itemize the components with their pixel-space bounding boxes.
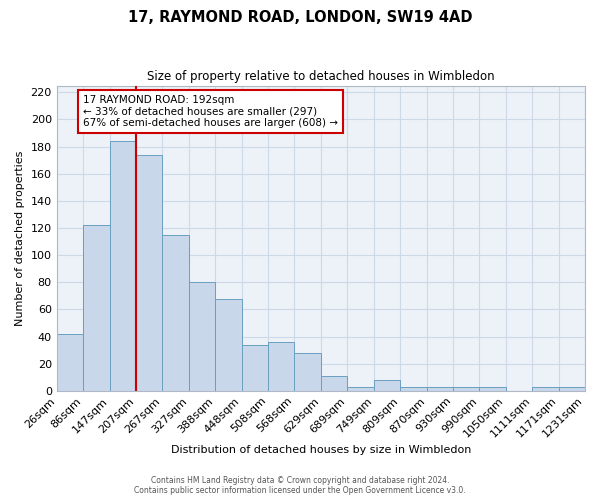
Bar — [295, 353, 321, 391]
Bar — [56, 334, 83, 391]
Bar — [559, 387, 585, 391]
Bar — [136, 155, 163, 391]
Bar — [374, 380, 400, 391]
Bar — [532, 387, 559, 391]
Bar — [242, 344, 268, 391]
Bar — [188, 282, 215, 391]
Bar — [400, 387, 427, 391]
Title: Size of property relative to detached houses in Wimbledon: Size of property relative to detached ho… — [147, 70, 494, 83]
Bar — [321, 376, 347, 391]
X-axis label: Distribution of detached houses by size in Wimbledon: Distribution of detached houses by size … — [170, 445, 471, 455]
Text: 17, RAYMOND ROAD, LONDON, SW19 4AD: 17, RAYMOND ROAD, LONDON, SW19 4AD — [128, 10, 472, 25]
Bar — [215, 298, 242, 391]
Bar — [479, 387, 506, 391]
Bar — [453, 387, 479, 391]
Bar — [268, 342, 295, 391]
Y-axis label: Number of detached properties: Number of detached properties — [15, 150, 25, 326]
Bar — [347, 387, 374, 391]
Bar — [427, 387, 453, 391]
Text: Contains HM Land Registry data © Crown copyright and database right 2024.
Contai: Contains HM Land Registry data © Crown c… — [134, 476, 466, 495]
Bar — [83, 226, 110, 391]
Bar — [110, 141, 136, 391]
Bar — [163, 235, 188, 391]
Text: 17 RAYMOND ROAD: 192sqm
← 33% of detached houses are smaller (297)
67% of semi-d: 17 RAYMOND ROAD: 192sqm ← 33% of detache… — [83, 95, 338, 128]
